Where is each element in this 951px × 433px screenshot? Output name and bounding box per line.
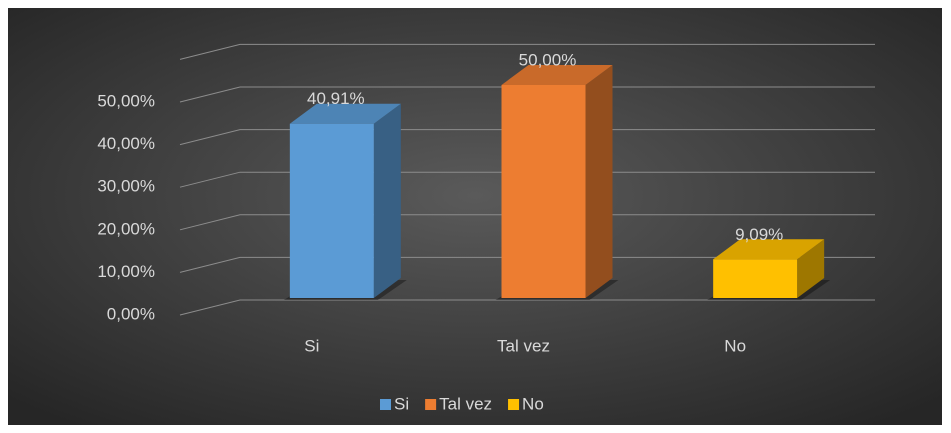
bar-top xyxy=(289,103,401,124)
bar-side xyxy=(585,65,613,298)
y-tick-label: 10,00% xyxy=(97,262,155,281)
legend-swatch xyxy=(380,399,391,410)
y-tick-label: 20,00% xyxy=(97,219,155,238)
legend-swatch xyxy=(425,399,437,410)
legend-swatch xyxy=(508,399,520,410)
y-tick-label: 40,00% xyxy=(97,134,155,153)
bar xyxy=(501,85,586,298)
grid-line xyxy=(179,171,875,188)
data-label: 40,91% xyxy=(307,89,365,108)
x-tick-label: Si xyxy=(304,336,319,355)
y-tick-label: 30,00% xyxy=(97,177,155,196)
x-tick-label: Tal vez xyxy=(497,336,550,355)
bar-top xyxy=(713,239,825,260)
bar-side xyxy=(373,103,401,299)
bar-side xyxy=(797,239,825,298)
bar xyxy=(713,259,798,298)
grid-line xyxy=(179,214,875,231)
legend-label: Si xyxy=(394,394,409,413)
bar-top xyxy=(501,65,613,85)
chart-background xyxy=(8,8,942,425)
data-label: 50,00% xyxy=(519,50,577,69)
axis-top-edge xyxy=(179,43,875,60)
x-tick-label: No xyxy=(724,336,746,355)
grid-line xyxy=(179,86,875,103)
y-tick-label: 50,00% xyxy=(97,91,155,110)
y-tick-label: 0,00% xyxy=(107,304,155,323)
grid-line xyxy=(179,256,875,273)
bar xyxy=(289,123,374,299)
grid-line xyxy=(179,129,875,146)
data-label: 9,09% xyxy=(735,225,783,244)
grid-line xyxy=(179,299,875,316)
legend-label: Tal vez xyxy=(439,394,492,413)
legend-label: No xyxy=(522,394,544,413)
